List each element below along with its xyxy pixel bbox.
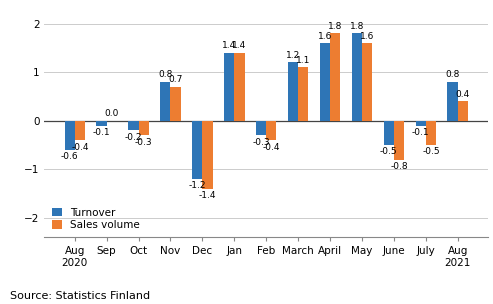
Bar: [75, 121, 85, 140]
Text: 0.4: 0.4: [456, 90, 470, 99]
Text: -0.3: -0.3: [252, 138, 270, 147]
Text: 1.2: 1.2: [286, 51, 300, 60]
Text: -0.4: -0.4: [71, 143, 89, 151]
Bar: [288, 63, 298, 121]
Text: 0.8: 0.8: [445, 71, 460, 79]
Text: -0.5: -0.5: [380, 147, 397, 156]
Bar: [234, 53, 245, 121]
Bar: [416, 121, 426, 126]
Bar: [139, 121, 149, 135]
Text: Source: Statistics Finland: Source: Statistics Finland: [10, 291, 150, 301]
Text: -0.3: -0.3: [135, 138, 152, 147]
Bar: [192, 121, 203, 179]
Bar: [320, 43, 330, 121]
Text: -0.1: -0.1: [93, 128, 110, 137]
Text: 1.6: 1.6: [318, 32, 332, 41]
Bar: [384, 121, 394, 145]
Bar: [458, 101, 468, 121]
Bar: [448, 82, 458, 121]
Text: -1.2: -1.2: [188, 181, 206, 190]
Bar: [352, 33, 362, 121]
Text: -0.4: -0.4: [263, 143, 280, 151]
Bar: [394, 121, 404, 160]
Text: -1.4: -1.4: [199, 191, 216, 200]
Text: 1.6: 1.6: [360, 32, 374, 41]
Bar: [362, 43, 372, 121]
Text: -0.1: -0.1: [412, 128, 429, 137]
Bar: [256, 121, 266, 135]
Bar: [298, 67, 308, 121]
Text: 1.1: 1.1: [296, 56, 311, 65]
Legend: Turnover, Sales volume: Turnover, Sales volume: [50, 206, 142, 232]
Text: 0.7: 0.7: [169, 75, 183, 84]
Text: -0.2: -0.2: [125, 133, 142, 142]
Bar: [128, 121, 139, 130]
Text: -0.5: -0.5: [422, 147, 440, 156]
Bar: [203, 121, 212, 188]
Text: 1.8: 1.8: [350, 22, 364, 31]
Bar: [266, 121, 277, 140]
Text: -0.6: -0.6: [61, 152, 78, 161]
Bar: [160, 82, 171, 121]
Text: 1.4: 1.4: [222, 41, 236, 50]
Text: 0.0: 0.0: [105, 109, 119, 118]
Text: 1.4: 1.4: [232, 41, 246, 50]
Text: -0.8: -0.8: [390, 162, 408, 171]
Bar: [330, 33, 340, 121]
Bar: [65, 121, 75, 150]
Bar: [426, 121, 436, 145]
Bar: [97, 121, 106, 126]
Text: 1.8: 1.8: [328, 22, 342, 31]
Bar: [224, 53, 234, 121]
Bar: [171, 87, 181, 121]
Text: 0.8: 0.8: [158, 71, 173, 79]
